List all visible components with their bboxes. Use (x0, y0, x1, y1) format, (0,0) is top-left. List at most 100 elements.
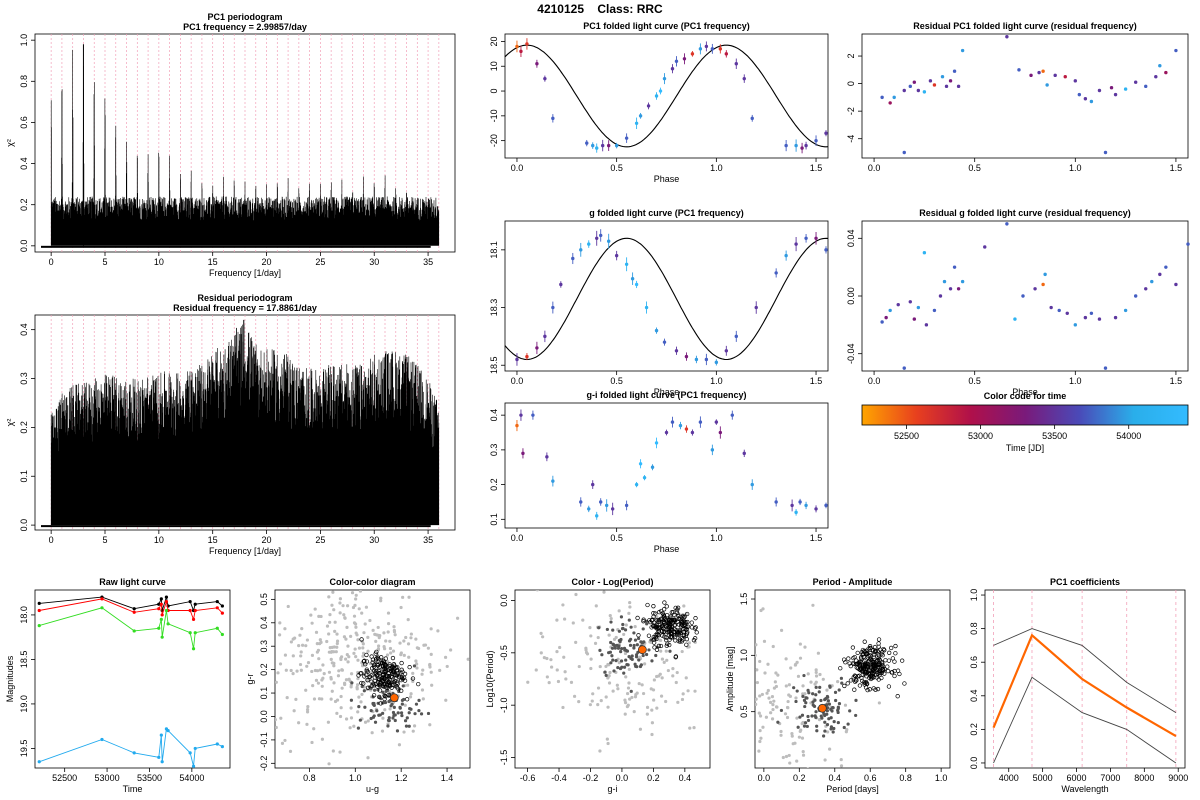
class-ring-point (684, 626, 689, 632)
reference-point (415, 646, 419, 650)
same-class-point (611, 642, 615, 646)
class-ring-point (676, 612, 681, 617)
data-point (654, 328, 659, 333)
reference-point (332, 645, 336, 649)
reference-point (430, 683, 434, 687)
class-ring-point (893, 643, 898, 649)
reference-point (356, 638, 360, 642)
class-ring-point (656, 619, 661, 624)
x-tick-label: 1.0 (710, 376, 723, 386)
reference-point (809, 680, 813, 684)
data-point (888, 308, 892, 313)
data-point (684, 354, 689, 359)
same-class-point (621, 622, 625, 627)
class-ring-point (399, 688, 404, 693)
reference-point (769, 711, 773, 715)
y-tick-label: 0.3 (259, 640, 269, 653)
class-ring-point (665, 641, 670, 646)
reference-point (209, 574, 212, 577)
same-class-point (632, 631, 636, 635)
same-class-point (641, 627, 645, 631)
reference-point (659, 649, 663, 653)
y-tick-label: 1.0 (739, 649, 749, 662)
reference-point (361, 646, 365, 650)
data-point (942, 279, 947, 284)
class-ring-point (887, 650, 892, 655)
x-axis-label: Phase (654, 544, 680, 554)
reference-point (383, 708, 387, 712)
x-tick-label: 30 (369, 257, 379, 267)
reference-point (352, 651, 356, 655)
chart-title: Raw light curve (99, 577, 166, 587)
figure-title: 4210125 Class: RRC (0, 2, 1200, 16)
reference-point (698, 728, 701, 731)
reference-point (718, 710, 721, 713)
reference-point (682, 604, 686, 608)
reference-point (710, 685, 713, 688)
reference-point (680, 697, 685, 702)
class-ring-point (359, 637, 364, 642)
plot-frame (861, 220, 1189, 372)
reference-point (674, 680, 678, 685)
class-ring-point (863, 657, 868, 663)
y-tick-label: 0 (489, 89, 499, 94)
class-ring-point (364, 659, 370, 664)
reference-point (295, 669, 299, 673)
same-class-point (802, 724, 807, 728)
class-ring-point (684, 637, 690, 642)
data-point (944, 84, 949, 89)
reference-point (368, 661, 373, 666)
reference-point (329, 675, 333, 680)
y-tick-label: 0.0 (19, 519, 29, 532)
reference-point (591, 692, 595, 696)
same-class-point (825, 722, 830, 727)
reference-point (722, 631, 725, 634)
x-tick-label: 0.0 (511, 533, 524, 543)
y-tick-label: 0.3 (489, 444, 499, 457)
reference-point (331, 590, 335, 594)
data-point (670, 420, 675, 424)
reference-point (845, 727, 849, 732)
reference-point (317, 657, 321, 661)
reference-point (385, 659, 390, 664)
reference-point (411, 671, 415, 675)
data-point (742, 76, 746, 81)
chart-title: PC1 folded light curve (PC1 frequency) (583, 21, 750, 31)
reference-point (602, 590, 606, 594)
x-tick-label: 0.4 (829, 773, 842, 783)
reference-point (277, 633, 282, 637)
class-ring-point (845, 681, 850, 686)
data-point (515, 423, 519, 428)
data-point (902, 366, 906, 370)
reference-point (817, 787, 820, 790)
reference-point (594, 604, 598, 608)
reference-point (310, 669, 314, 674)
class-ring-point (384, 685, 389, 690)
class-ring-point (397, 674, 402, 680)
light-curve-point (220, 745, 224, 749)
data-point (674, 59, 679, 63)
chart-title: PC1 coefficients (1050, 577, 1120, 587)
data-point (521, 451, 525, 456)
same-class-point (820, 716, 824, 720)
reference-point (267, 636, 270, 639)
reference-point (588, 703, 592, 707)
same-class-point (404, 724, 409, 728)
class-ring-point (378, 701, 383, 706)
class-ring-point (371, 681, 376, 686)
same-class-point (632, 646, 636, 650)
data-point (587, 507, 591, 511)
reference-point (787, 683, 791, 687)
class-ring-point (387, 662, 392, 667)
reference-point (722, 769, 725, 772)
class-ring-point (374, 673, 379, 678)
reference-point (411, 729, 415, 733)
reference-point (407, 595, 411, 599)
data-point (519, 49, 523, 54)
class-ring-point (373, 651, 378, 656)
y-axis-label: Log10(Period) (485, 650, 495, 707)
reference-point (796, 674, 801, 678)
same-class-point (834, 698, 838, 703)
reference-point (623, 698, 627, 702)
